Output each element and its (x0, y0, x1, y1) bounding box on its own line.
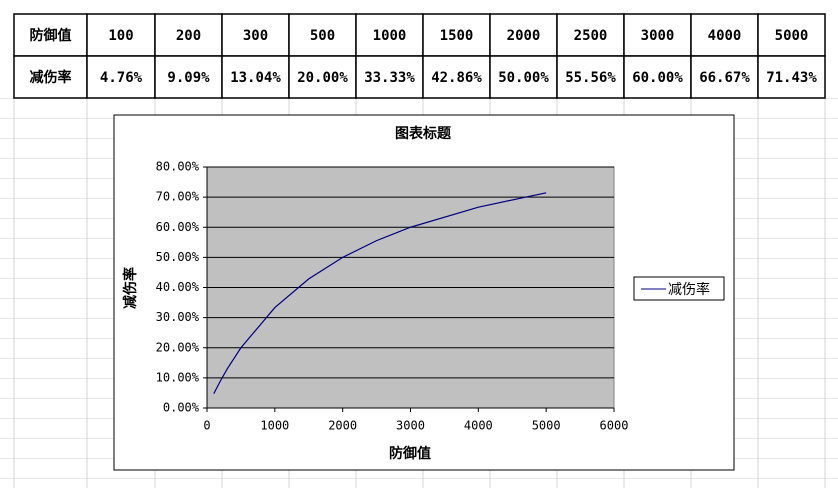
x-tick-label: 3000 (396, 419, 425, 433)
x-tick-label: 4000 (464, 419, 493, 433)
legend (633, 276, 725, 301)
y-tick-label: 0.00% (163, 401, 200, 415)
y-tick-label: 60.00% (156, 220, 200, 234)
data-table: 防御值 100 200 300 500 1000 1500 2000 2500 3000 4000 5… (13, 13, 826, 99)
data-line (213, 192, 547, 394)
y-tick-label: 70.00% (156, 190, 200, 204)
table-cell (288, 13, 357, 57)
cell-text: 1500 (440, 28, 474, 44)
cell-text: 55.56% (565, 70, 616, 86)
table-cell (422, 55, 491, 99)
chart-title: 图表标题 (395, 125, 452, 142)
table-cell (757, 55, 826, 99)
row-header: 防御值 (30, 27, 72, 44)
table-cell (13, 55, 88, 99)
cell-text: 4000 (708, 28, 742, 44)
cell-text: 9.09% (167, 70, 210, 86)
table-cell (355, 55, 424, 99)
row-header: 减伤率 (30, 69, 72, 86)
cell-text: 4.76% (100, 70, 143, 86)
cell-text: 50.00% (498, 70, 549, 86)
y-axis-label: 减伤率 (122, 267, 139, 309)
table-cell (690, 55, 759, 99)
table-cell (757, 13, 826, 57)
cell-text: 60.00% (632, 70, 683, 86)
cell-text: 200 (176, 28, 201, 44)
cell-text: 71.43% (766, 70, 817, 86)
x-tick-label: 0 (203, 419, 210, 433)
table-cell (690, 13, 759, 57)
x-tick-label: 1000 (260, 419, 289, 433)
x-tick-label: 2000 (328, 419, 357, 433)
cell-text: 300 (243, 28, 268, 44)
table-cell (489, 55, 558, 99)
table-cell (221, 55, 290, 99)
plot: 0.00% 10.00% 20.00% 30.00% 40.00% 50.00% 60.00… (156, 160, 710, 433)
y-tick-label: 40.00% (156, 280, 200, 294)
table-cell (623, 13, 692, 57)
cell-text: 3000 (641, 28, 675, 44)
cell-text: 42.86% (431, 70, 482, 86)
cell-text: 13.04% (230, 70, 281, 86)
y-tick-label: 10.00% (156, 370, 200, 384)
table-cell (556, 13, 625, 57)
cell-text: 500 (310, 28, 335, 44)
x-axis-label: 防御值 (389, 445, 431, 462)
cell-text: 100 (108, 28, 133, 44)
cell-text: 66.67% (699, 70, 750, 86)
table-cell (355, 13, 424, 57)
x-tick-label: 6000 (600, 419, 629, 433)
x-tick-label: 5000 (532, 419, 561, 433)
table-cell (422, 13, 491, 57)
cell-text: 33.33% (364, 70, 415, 86)
cell-text: 2000 (507, 28, 541, 44)
table-cell (623, 55, 692, 99)
y-tick-label: 80.00% (156, 160, 200, 174)
cell-text: 2500 (574, 28, 608, 44)
cell-text: 1000 (373, 28, 407, 44)
table-cell (154, 55, 223, 99)
table-cell (86, 55, 156, 99)
table-cell (556, 55, 625, 99)
cell-text: 20.00% (297, 70, 348, 86)
cell-text: 5000 (775, 28, 809, 44)
legend-label: 减伤率 (668, 281, 710, 298)
y-tick-label: 30.00% (156, 310, 200, 324)
y-tick-label: 50.00% (156, 250, 200, 264)
y-tick-label: 20.00% (156, 340, 200, 354)
